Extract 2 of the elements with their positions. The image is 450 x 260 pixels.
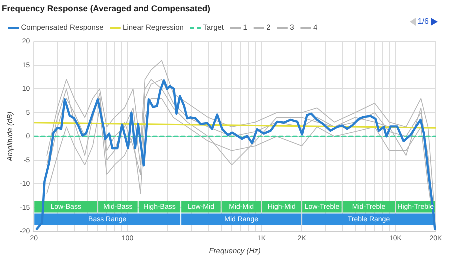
chart-title: Frequency Response (Averaged and Compensated): [2, 3, 211, 14]
text: 1/6: [418, 17, 429, 26]
